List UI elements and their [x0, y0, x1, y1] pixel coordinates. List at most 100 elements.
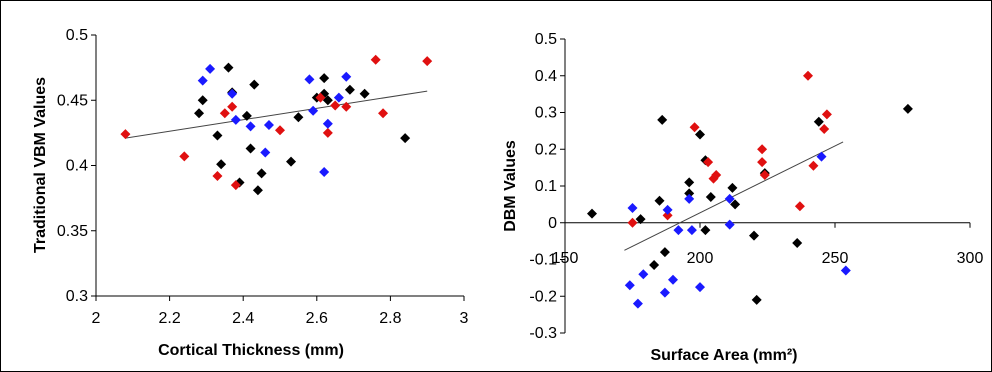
data-point	[840, 265, 851, 276]
data-point	[227, 101, 238, 112]
data-point	[749, 230, 759, 241]
y-tick-label: -0.2	[529, 288, 557, 305]
data-point	[260, 147, 271, 158]
data-point	[344, 84, 355, 95]
data-point	[649, 260, 660, 271]
data-point	[684, 193, 695, 204]
x-tick-label: 150	[552, 250, 579, 267]
data-point	[759, 169, 770, 180]
data-point	[684, 188, 695, 199]
data-point	[227, 88, 238, 99]
data-point	[695, 282, 705, 293]
data-point	[819, 124, 830, 135]
data-point	[245, 143, 256, 154]
data-point	[662, 210, 673, 221]
data-point	[197, 95, 208, 106]
surface-dbm-chart: -0.3 -0.2 -0.1 0 0.1 0.2 0.3 0.4 0.5 150 200 250 300…	[502, 31, 984, 364]
y-tick-label: 0	[548, 215, 557, 232]
data-point	[400, 133, 411, 144]
data-point	[705, 192, 716, 203]
data-point	[341, 101, 352, 112]
x-tick-label: 2.6	[306, 310, 328, 327]
data-point	[212, 170, 223, 181]
data-point	[638, 269, 649, 280]
data-point	[684, 177, 695, 188]
data-point	[205, 63, 216, 74]
data-point	[686, 225, 697, 236]
data-point	[319, 167, 330, 178]
x-tick-label: 2.8	[379, 310, 401, 327]
y-tick-label: 0.4	[66, 158, 88, 175]
data-point	[275, 125, 285, 136]
data-point	[695, 129, 705, 140]
data-point	[627, 217, 638, 228]
y-tick-label: 0.5	[66, 27, 88, 44]
data-point	[422, 56, 433, 67]
data-point	[724, 193, 735, 204]
data-point	[727, 182, 738, 193]
data-point	[197, 75, 208, 86]
data-point	[319, 73, 330, 84]
data-point	[370, 54, 381, 65]
data-point	[219, 108, 230, 119]
x-tick-label: 200	[687, 250, 714, 267]
data-point	[673, 225, 684, 236]
data-point	[315, 92, 326, 103]
data-point	[120, 129, 131, 140]
data-point	[821, 109, 832, 120]
data-point	[816, 151, 827, 162]
data-point	[657, 114, 668, 125]
data-point	[230, 180, 241, 191]
x-tick-label: 300	[957, 250, 984, 267]
data-point	[703, 157, 714, 168]
y-tick-label: -0.3	[529, 325, 557, 342]
data-point	[803, 70, 813, 81]
y-tick-label: 0.2	[535, 141, 557, 158]
data-point	[194, 108, 205, 119]
data-point	[659, 247, 670, 258]
data-point	[689, 122, 700, 133]
data-point	[378, 108, 389, 119]
data-point	[304, 74, 315, 85]
data-point	[751, 294, 762, 305]
data-point	[241, 110, 252, 121]
data-point	[902, 103, 913, 114]
x-tick-label: 2	[92, 310, 101, 327]
y-axis-title: DBM Values	[502, 140, 519, 232]
data-point	[245, 121, 256, 132]
data-point	[724, 219, 735, 230]
data-point	[627, 203, 638, 214]
data-point	[808, 160, 819, 171]
x-tick-label: 2.4	[232, 310, 254, 327]
data-point	[757, 144, 768, 155]
data-point	[624, 280, 635, 291]
data-point	[249, 79, 260, 90]
y-tick-label: 0.4	[535, 68, 557, 85]
data-point	[212, 130, 223, 141]
data-point	[252, 185, 263, 196]
data-point	[341, 71, 352, 82]
y-tick-label: 0.5	[535, 31, 557, 48]
trend-line	[125, 90, 428, 139]
data-point	[730, 199, 741, 210]
y-tick-label: 0.45	[57, 92, 88, 109]
data-point	[322, 127, 333, 138]
data-point	[256, 168, 267, 179]
data-point	[792, 237, 803, 248]
y-tick-label: 0.3	[535, 105, 557, 122]
data-point	[635, 214, 646, 225]
data-point	[659, 287, 670, 298]
data-point	[216, 159, 227, 170]
data-point	[330, 100, 341, 111]
y-tick-label: -0.1	[529, 252, 557, 269]
x-axis-title: Surface Area (mm²)	[650, 347, 797, 364]
data-point	[223, 62, 234, 73]
data-point	[632, 298, 643, 309]
data-point	[286, 156, 297, 167]
data-point	[293, 112, 304, 123]
x-tick-label: 3	[460, 310, 469, 327]
y-tick-label: 0.3	[66, 288, 88, 305]
data-point	[654, 195, 665, 206]
x-tick-label: 250	[822, 250, 849, 267]
